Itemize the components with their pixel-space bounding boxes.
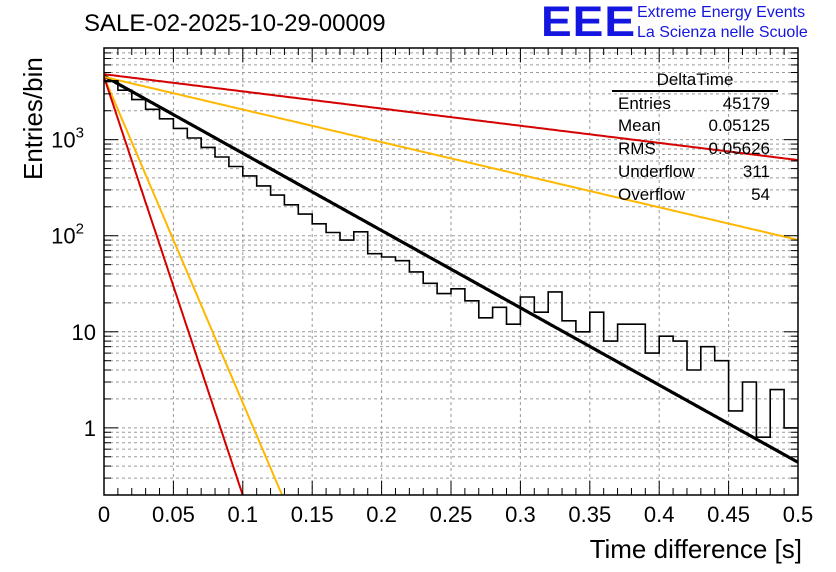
x-tick-label: 0.45 (707, 502, 750, 527)
stats-title: DeltaTime (656, 70, 734, 89)
stats-value: 0.05125 (708, 116, 770, 135)
y-tick-labels: 1 10 102 103 (51, 125, 96, 441)
stats-box: DeltaTime Entries 45179 Mean 0.05125 RMS… (612, 70, 778, 210)
x-tick-label: 0.15 (291, 502, 334, 527)
fit-curves (104, 73, 798, 495)
fit-curve-lower-fast (104, 76, 244, 495)
stats-row-overflow: Overflow 54 (618, 185, 770, 207)
stats-value: 45179 (722, 94, 770, 113)
x-axis-label: Time difference [s] (589, 534, 802, 564)
x-tick-label: 0.1 (228, 502, 259, 527)
stats-key: Underflow (618, 162, 695, 181)
y-tick-label: 10 (72, 320, 96, 345)
x-tick-label: 0.3 (505, 502, 536, 527)
stats-key: Mean (618, 116, 661, 135)
stats-row-mean: Mean 0.05125 (618, 116, 770, 138)
y-tick-label: 1 (84, 416, 96, 441)
logo-line-1: Extreme Energy Events (637, 4, 806, 21)
y-axis-label: Entries/bin (18, 57, 48, 180)
stats-key: RMS (618, 139, 656, 158)
stats-divider (612, 90, 778, 92)
x-tick-label: 0.4 (644, 502, 675, 527)
stats-key: Entries (618, 94, 671, 113)
x-tick-label: 0 (98, 502, 110, 527)
stats-value: 54 (751, 185, 770, 204)
stats-value: 311 (742, 162, 770, 181)
fit-curve-upper-fast (104, 76, 284, 495)
y-tick-label: 102 (51, 221, 84, 249)
fit-curve-fit (104, 74, 798, 464)
stats-key: Overflow (618, 185, 686, 204)
stats-row-entries: Entries 45179 (618, 94, 770, 116)
x-tick-label: 0.35 (568, 502, 611, 527)
stats-row-underflow: Underflow 311 (618, 162, 770, 184)
plot-title: SALE-02-2025-10-29-00009 (84, 10, 386, 37)
y-tick-label: 103 (51, 125, 84, 153)
x-tick-label: 0.2 (366, 502, 397, 527)
stats-row-rms: RMS 0.05626 (618, 139, 770, 161)
x-tick-label: 0.05 (152, 502, 195, 527)
x-tick-label: 0.5 (783, 502, 814, 527)
axis-ticks (103, 47, 799, 496)
histogram (104, 80, 798, 438)
x-tick-labels: 0 0.05 0.1 0.15 0.2 0.25 0.3 0.35 0.4 0.45 0.5 (98, 502, 813, 527)
stats-value: 0.05626 (708, 139, 770, 158)
logo-line-2: La Scienza nelle Scuole (637, 24, 808, 41)
x-tick-label: 0.25 (430, 502, 473, 527)
fit-curve-upper-slow (104, 73, 798, 162)
histogram-outline (104, 80, 798, 438)
eee-logo: EEE (541, 0, 637, 46)
fit-curve-lower-slow (104, 75, 798, 241)
